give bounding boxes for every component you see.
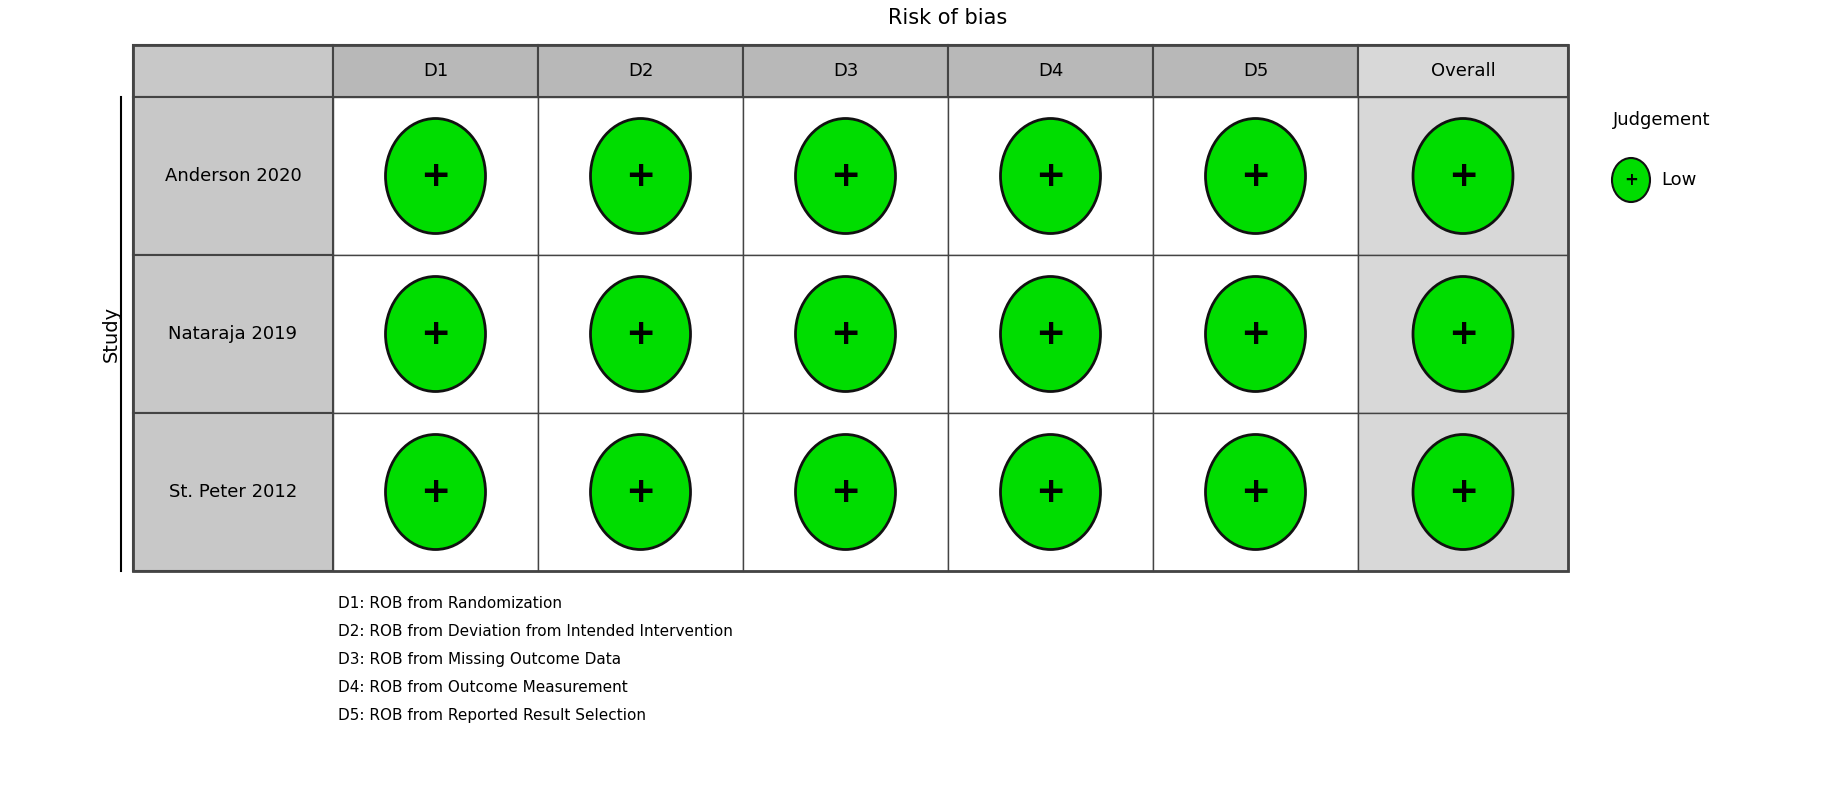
Text: +: + — [420, 317, 451, 351]
FancyBboxPatch shape — [1153, 255, 1358, 413]
FancyBboxPatch shape — [332, 413, 538, 571]
Text: D5: D5 — [1243, 62, 1268, 80]
FancyBboxPatch shape — [538, 97, 743, 255]
FancyBboxPatch shape — [947, 255, 1153, 413]
FancyBboxPatch shape — [538, 255, 743, 413]
Text: +: + — [830, 159, 861, 193]
FancyBboxPatch shape — [332, 255, 538, 413]
Text: Judgement: Judgement — [1613, 111, 1710, 129]
Text: D1: ROB from Randomization: D1: ROB from Randomization — [338, 596, 562, 611]
Text: +: + — [420, 475, 451, 509]
Text: +: + — [1447, 159, 1478, 193]
FancyBboxPatch shape — [133, 97, 332, 255]
Text: St. Peter 2012: St. Peter 2012 — [170, 483, 297, 501]
Text: +: + — [626, 159, 655, 193]
Text: D4: ROB from Outcome Measurement: D4: ROB from Outcome Measurement — [338, 680, 628, 695]
Ellipse shape — [796, 434, 896, 549]
FancyBboxPatch shape — [332, 45, 538, 97]
Ellipse shape — [1611, 158, 1650, 202]
Ellipse shape — [1000, 277, 1100, 392]
Text: Overall: Overall — [1431, 62, 1495, 80]
Ellipse shape — [1206, 118, 1305, 233]
Text: +: + — [1624, 171, 1637, 189]
Text: D2: ROB from Deviation from Intended Intervention: D2: ROB from Deviation from Intended Int… — [338, 624, 734, 639]
Text: +: + — [626, 475, 655, 509]
Text: +: + — [1241, 159, 1270, 193]
Text: D5: ROB from Reported Result Selection: D5: ROB from Reported Result Selection — [338, 708, 646, 723]
Text: D2: D2 — [628, 62, 653, 80]
Ellipse shape — [1206, 277, 1305, 392]
Ellipse shape — [1206, 434, 1305, 549]
Ellipse shape — [796, 277, 896, 392]
Ellipse shape — [385, 118, 485, 233]
Text: +: + — [1035, 317, 1066, 351]
Text: +: + — [420, 159, 451, 193]
Ellipse shape — [591, 434, 690, 549]
Text: +: + — [1035, 475, 1066, 509]
FancyBboxPatch shape — [743, 45, 947, 97]
FancyBboxPatch shape — [133, 255, 332, 413]
FancyBboxPatch shape — [1358, 255, 1568, 413]
Text: +: + — [830, 317, 861, 351]
FancyBboxPatch shape — [743, 97, 947, 255]
FancyBboxPatch shape — [1358, 45, 1568, 97]
FancyBboxPatch shape — [1358, 97, 1568, 255]
FancyBboxPatch shape — [1153, 97, 1358, 255]
Text: Nataraja 2019: Nataraja 2019 — [168, 325, 297, 343]
FancyBboxPatch shape — [743, 255, 947, 413]
FancyBboxPatch shape — [947, 45, 1153, 97]
Text: Anderson 2020: Anderson 2020 — [164, 167, 301, 185]
Text: +: + — [1447, 317, 1478, 351]
Ellipse shape — [591, 118, 690, 233]
FancyBboxPatch shape — [133, 413, 332, 571]
Ellipse shape — [385, 277, 485, 392]
FancyBboxPatch shape — [538, 45, 743, 97]
Text: +: + — [1241, 475, 1270, 509]
Ellipse shape — [796, 118, 896, 233]
FancyBboxPatch shape — [947, 97, 1153, 255]
Ellipse shape — [385, 434, 485, 549]
Ellipse shape — [1000, 434, 1100, 549]
Text: D1: D1 — [423, 62, 449, 80]
FancyBboxPatch shape — [743, 413, 947, 571]
FancyBboxPatch shape — [1153, 413, 1358, 571]
Text: Study: Study — [102, 306, 120, 362]
Text: +: + — [1035, 159, 1066, 193]
Text: +: + — [1241, 317, 1270, 351]
FancyBboxPatch shape — [133, 45, 332, 97]
Ellipse shape — [1000, 118, 1100, 233]
FancyBboxPatch shape — [1153, 45, 1358, 97]
FancyBboxPatch shape — [538, 413, 743, 571]
Ellipse shape — [1413, 118, 1513, 233]
Text: Low: Low — [1661, 171, 1697, 189]
Ellipse shape — [591, 277, 690, 392]
Text: D3: D3 — [832, 62, 858, 80]
Text: +: + — [1447, 475, 1478, 509]
Text: +: + — [626, 317, 655, 351]
Text: +: + — [830, 475, 861, 509]
Text: D3: ROB from Missing Outcome Data: D3: ROB from Missing Outcome Data — [338, 652, 620, 667]
FancyBboxPatch shape — [947, 413, 1153, 571]
Text: D4: D4 — [1038, 62, 1064, 80]
Ellipse shape — [1413, 434, 1513, 549]
Ellipse shape — [1413, 277, 1513, 392]
Text: Risk of bias: Risk of bias — [889, 8, 1007, 28]
FancyBboxPatch shape — [1358, 413, 1568, 571]
FancyBboxPatch shape — [332, 97, 538, 255]
